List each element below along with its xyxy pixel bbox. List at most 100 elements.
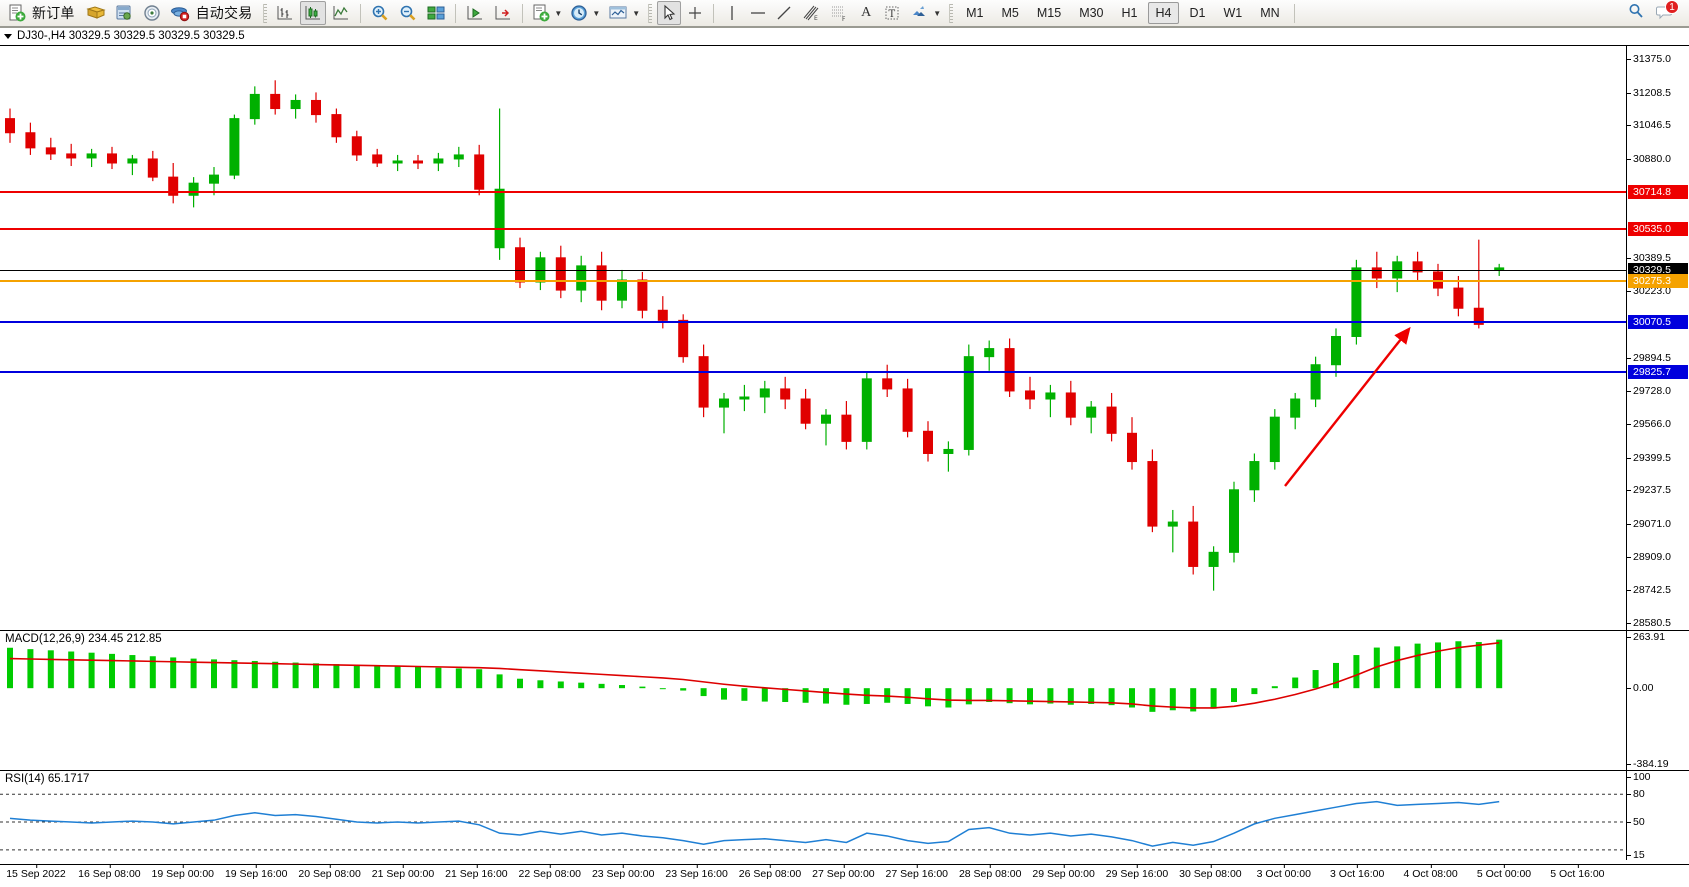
new-chart-button[interactable]: ▼ (529, 1, 565, 25)
trend-arrow-annotation[interactable] (0, 46, 1627, 630)
search-icon (1629, 3, 1643, 18)
fibonacci-button[interactable]: F (826, 1, 852, 25)
price-axis[interactable]: 31375.0 31208.5 31046.5 30880.0 30389.5 30223… (1627, 46, 1689, 630)
price-level-line[interactable] (0, 279, 1626, 282)
time-tick: 27 Sep 16:00 (885, 864, 949, 880)
macd-axis[interactable]: 263.91 0.00 -384.19 (1627, 631, 1689, 770)
last-price-line (0, 270, 1626, 271)
price-level-label: 30535.0 (1628, 221, 1688, 236)
compass-icon (143, 5, 160, 21)
line-chart-button[interactable] (328, 1, 354, 25)
channel-icon: E (803, 5, 819, 22)
price-tick: 29566.0 (1627, 418, 1671, 430)
timeframe-m30[interactable]: M30 (1079, 6, 1104, 20)
timeframe-h1[interactable]: H1 (1121, 6, 1138, 20)
notifications-button[interactable]: 1 (1655, 0, 1679, 23)
toolbar-grip-1[interactable] (263, 3, 268, 23)
crosshair-button[interactable] (683, 1, 707, 25)
autotrading-icon (170, 7, 189, 22)
horizontal-line-icon (751, 12, 766, 14)
timeframe-d1[interactable]: D1 (1189, 6, 1206, 20)
price-tick: 29237.5 (1627, 484, 1671, 496)
time-tick: 19 Sep 00:00 (151, 864, 215, 880)
macd-plot-area[interactable] (0, 631, 1627, 770)
fibonacci-icon: F (832, 6, 846, 22)
time-tick: 15 Sep 2022 (6, 864, 66, 880)
timeframe-m5[interactable]: M5 (1001, 6, 1019, 20)
period-caret-icon[interactable]: ▼ (592, 8, 601, 18)
period-button[interactable]: ▼ (567, 1, 603, 25)
macd-tick: -384.19 (1627, 758, 1669, 770)
time-tick: 3 Oct 00:00 (1256, 864, 1311, 880)
data-window-button[interactable] (111, 1, 137, 25)
arrows-button[interactable]: ▼ (906, 1, 944, 25)
time-axis[interactable]: 15 Sep 2022 16 Sep 08:00 19 Sep 00:00 19 Se… (0, 864, 1689, 887)
search-button[interactable] (1627, 2, 1645, 25)
rsi-plot-area[interactable] (0, 771, 1627, 860)
text-button[interactable]: A (861, 5, 872, 20)
toolbar-separator-1 (360, 3, 362, 23)
timeframe-m15[interactable]: M15 (1036, 6, 1062, 20)
price-level-line[interactable] (0, 191, 1626, 194)
vertical-line-button[interactable] (720, 1, 744, 25)
price-level-line[interactable] (0, 227, 1626, 230)
time-tick: 27 Sep 00:00 (812, 864, 875, 880)
rsi-axis[interactable]: 100 80 50 15 (1627, 771, 1689, 861)
equidistant-channel-button[interactable]: E (798, 1, 824, 25)
price-tick: 29399.5 (1627, 452, 1671, 464)
price-candles (5, 80, 1505, 591)
text-label-icon: T (885, 6, 899, 20)
chart-shift-button[interactable] (490, 1, 516, 25)
bar-chart-button[interactable] (272, 1, 298, 25)
timeframe-mn[interactable]: MN (1260, 6, 1280, 20)
new-order-button[interactable]: 新订单 (5, 1, 81, 25)
horizontal-line-button[interactable] (746, 1, 770, 25)
navigator-button[interactable] (139, 1, 165, 25)
chart-header: DJ30-,H4 30329.5 30329.5 30329.5 30329.5 (0, 28, 1689, 44)
new-chart-caret-icon[interactable]: ▼ (554, 8, 563, 18)
time-tick: 20 Sep 08:00 (298, 864, 361, 880)
cursor-arrow-icon (664, 4, 676, 21)
macd-label: MACD(12,26,9) 234.45 212.85 (5, 633, 162, 645)
tile-windows-button[interactable] (423, 1, 449, 25)
toolbar-grip-3[interactable] (949, 3, 954, 23)
autotrading-button[interactable]: 自动交易 (167, 1, 259, 25)
candlestick-chart-button[interactable] (300, 1, 327, 25)
macd-pane: MACD(12,26,9) 234.45 212.85 263.91 0.00 -3… (0, 630, 1689, 770)
text-label-button[interactable]: T (880, 1, 904, 25)
auto-scroll-button[interactable] (462, 1, 488, 25)
zoom-out-button[interactable] (395, 1, 421, 25)
chart-symbol-ohlc: DJ30-,H4 30329.5 30329.5 30329.5 30329.5 (17, 30, 245, 42)
templates-button[interactable]: ▼ (605, 1, 643, 25)
autotrading-label: 自动交易 (195, 5, 253, 21)
price-level-line[interactable] (0, 321, 1626, 324)
time-tick: 22 Sep 08:00 (518, 864, 582, 880)
price-tick: 29728.0 (1627, 385, 1671, 397)
line-chart-icon (333, 6, 349, 20)
rsi-tick: 80 (1627, 788, 1645, 800)
time-tick: 21 Sep 00:00 (371, 864, 435, 880)
crosshair-icon (689, 7, 702, 19)
trendline-icon (777, 6, 791, 20)
trendline-button[interactable] (772, 1, 796, 25)
market-watch-button[interactable] (83, 1, 109, 25)
toolbar-grip-2[interactable] (648, 3, 653, 23)
chart-menu-caret-icon[interactable] (4, 33, 12, 39)
timeframe-w1[interactable]: W1 (1223, 6, 1243, 20)
arrows-caret-icon[interactable]: ▼ (933, 8, 942, 18)
price-level-line[interactable] (0, 370, 1626, 373)
price-tick: 31375.0 (1627, 53, 1671, 65)
timeframe-h4[interactable]: H4 (1147, 2, 1180, 24)
rsi-pane: RSI(14) 65.1717 100 80 50 15 (0, 770, 1689, 861)
rsi-tick: 100 (1627, 771, 1651, 783)
timeframe-m1[interactable]: M1 (966, 6, 984, 20)
templates-caret-icon[interactable]: ▼ (632, 8, 641, 18)
price-tick: 29071.0 (1627, 518, 1671, 530)
cursor-button[interactable] (657, 1, 682, 25)
svg-text:E: E (814, 15, 818, 22)
new-order-label: 新订单 (32, 5, 75, 21)
price-plot-area[interactable] (0, 46, 1627, 630)
last-price-label: 30329.5 (1628, 263, 1688, 277)
zoom-in-button[interactable] (367, 1, 393, 25)
time-tick: 5 Oct 16:00 (1550, 864, 1605, 880)
